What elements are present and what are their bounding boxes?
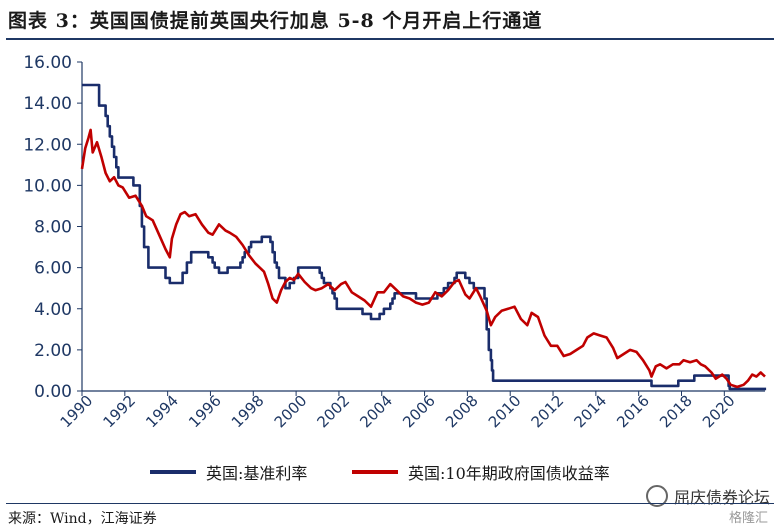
x-tick-label: 1994 [142,392,182,432]
source-note: 来源：Wind，江海证券 [8,511,157,527]
legend-swatch-gilt-yield [352,470,398,474]
series-lines [80,83,767,391]
y-tick-label: 6.00 [34,259,72,279]
wechat-logo-icon [645,485,668,507]
y-tick-label: 2.00 [34,341,72,361]
x-tick-label: 1998 [228,392,268,432]
y-tick-label: 0.00 [34,382,72,402]
legend-label-base-rate: 英国:基准利率 [206,464,308,483]
x-tick-label: 2020 [699,392,739,432]
series-line-gilt-yield [80,128,766,389]
watermark: 屈庆债券论坛 [645,484,770,508]
watermark-text: 屈庆债券论坛 [673,488,770,507]
y-tick-label: 10.00 [23,176,72,196]
legend-label-gilt-yield: 英国:10年期政府国债收益率 [408,464,610,483]
x-tick-label: 2000 [271,392,311,432]
chart-title: 图表 3：英国国债提前英国央行加息 5-8 个月开启上行通道 [8,10,543,32]
x-tick-label: 2006 [399,392,439,432]
x-tick-label: 2002 [314,392,354,432]
x-tick-label: 1996 [185,392,225,432]
y-tick-label: 8.00 [34,218,72,238]
line-chart: 0.00 2.00 4.00 6.00 8.00 10.00 12.00 14.00 16.00… [23,53,767,432]
x-tick-label: 2008 [442,392,482,432]
x-tick-label: 2012 [528,392,568,432]
legend-item-base-rate: 英国:基准利率 [150,460,307,484]
legend: 英国:基准利率 英国:10年期政府国债收益率 [0,460,780,486]
watermark-secondary: 格隆汇 [728,511,768,526]
series-line-base-rate [82,83,767,391]
footer-divider [6,503,774,504]
x-tick-label: 2004 [356,392,396,432]
x-tick-label: 1992 [99,392,139,432]
legend-swatch-base-rate [150,470,196,474]
x-tick-label: 2010 [485,392,525,432]
y-tick-label: 4.00 [34,300,72,320]
legend-item-gilt-yield: 英国:10年期政府国债收益率 [352,460,610,484]
x-tick-label: 2016 [613,392,653,432]
y-tick-label: 16.00 [23,53,72,73]
y-tick-label: 12.00 [23,135,72,155]
x-tick-label: 2018 [656,392,696,432]
title-divider [6,38,774,40]
y-tick-label: 14.00 [23,94,72,114]
x-tick-label: 2014 [570,392,610,432]
